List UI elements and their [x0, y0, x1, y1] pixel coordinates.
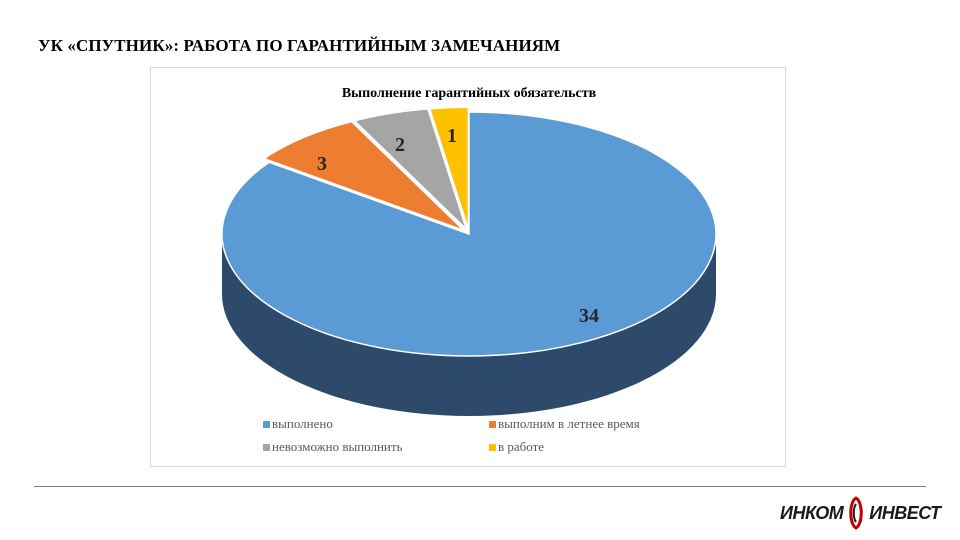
- pie-chart: 34 3 2 1: [221, 106, 717, 416]
- footer-divider: [34, 486, 926, 487]
- legend-label-2: невозможно выполнить: [272, 439, 403, 454]
- legend-item-1: выполним в летнее время: [489, 416, 640, 432]
- chart-frame: Выполнение гарантийных обязательств 34 3 2…: [150, 67, 786, 467]
- legend-swatch-2: [263, 443, 270, 451]
- data-label-1: 3: [317, 153, 327, 175]
- pie-slice-side-0: [222, 234, 716, 416]
- logo-text-left: ИНКОМ: [780, 502, 844, 523]
- legend-item-0: выполнено: [263, 416, 333, 432]
- legend-item-2: невозможно выполнить: [263, 439, 403, 455]
- legend-swatch-0: [263, 420, 270, 428]
- legend-label-3: в работе: [498, 439, 545, 454]
- legend-swatch-1: [489, 420, 496, 428]
- legend-item-3: в работе: [489, 439, 544, 455]
- data-label-3: 1: [447, 125, 457, 147]
- logo-emblem-icon: [849, 496, 864, 530]
- pie-slice-3: [428, 106, 470, 230]
- legend-swatch-3: [489, 443, 496, 451]
- data-label-2: 2: [395, 134, 405, 156]
- company-logo: ИНКОМ ИНВЕСТ: [780, 495, 941, 531]
- logo-text-right: ИНВЕСТ: [869, 502, 941, 523]
- legend-label-1: выполним в летнее время: [498, 416, 640, 431]
- pie-slice-2: [352, 108, 468, 230]
- chart-title: Выполнение гарантийных обязательств: [341, 86, 597, 101]
- pie-slice-0: [221, 111, 717, 357]
- data-label-0: 34: [579, 305, 599, 327]
- pie-slice-1: [262, 120, 465, 232]
- slide-title: УК «СПУТНИК»: РАБОТА ПО ГАРАНТИЙНЫМ ЗАМЕ…: [38, 36, 561, 55]
- legend-label-0: выполнено: [272, 416, 333, 431]
